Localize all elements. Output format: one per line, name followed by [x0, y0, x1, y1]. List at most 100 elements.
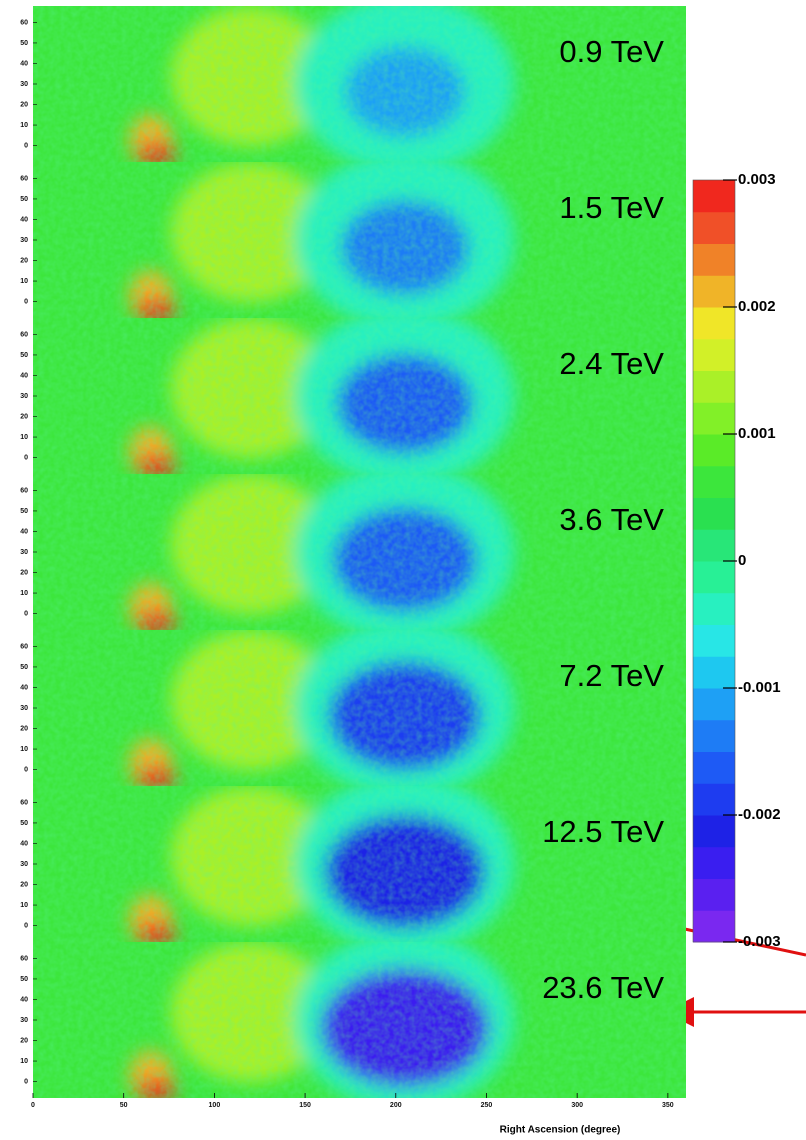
colorbar-tick-label: 0.002 — [738, 298, 776, 315]
y-tick-label: 10 — [20, 902, 28, 909]
sky-map: 23.6 TeV 0 10 20 30 40 50 60 — [20, 942, 686, 1098]
map-body — [33, 318, 686, 474]
grain — [33, 630, 686, 786]
colorbar-band — [693, 275, 735, 308]
y-tick-label: 30 — [20, 393, 28, 400]
colorbar-band — [693, 561, 735, 594]
y-tick-label: 0 — [24, 610, 28, 617]
colorbar-tick-label: -0.001 — [738, 679, 781, 696]
energy-label: 1.5 TeV — [559, 190, 664, 225]
y-tick-label: 50 — [20, 820, 28, 827]
energy-label: 0.9 TeV — [559, 34, 664, 69]
energy-label: 7.2 TeV — [559, 658, 664, 693]
energy-label: 2.4 TeV — [559, 346, 664, 381]
y-tick-label: 30 — [20, 705, 28, 712]
colorbar-band — [693, 878, 735, 911]
colorbar-band — [693, 815, 735, 848]
colorbar-band — [693, 338, 735, 371]
y-tick-label: 10 — [20, 746, 28, 753]
grain — [33, 318, 686, 474]
colorbar-tick-label: -0.003 — [738, 933, 781, 950]
colorbar-tick-label: 0.003 — [738, 171, 776, 188]
colorbar-band — [693, 656, 735, 689]
colorbar-band — [693, 370, 735, 403]
map-body — [33, 630, 686, 786]
y-tick-label: 40 — [20, 372, 28, 379]
map-body — [33, 162, 686, 318]
y-tick-label: 10 — [20, 278, 28, 285]
grain — [33, 162, 686, 318]
y-tick-label: 20 — [20, 881, 28, 888]
colorbar-tick-label: 0 — [738, 552, 746, 569]
x-tick-label: 0 — [31, 1102, 35, 1109]
x-tick-label: 100 — [209, 1102, 221, 1109]
colorbar-band — [693, 688, 735, 721]
x-tick-label: 250 — [481, 1102, 493, 1109]
x-tick-label: 50 — [120, 1102, 128, 1109]
y-tick-label: 60 — [20, 643, 28, 650]
colorbar-band — [693, 719, 735, 752]
y-tick-label: 60 — [20, 487, 28, 494]
colorbar-band — [693, 180, 735, 213]
y-tick-label: 40 — [20, 216, 28, 223]
y-tick-label: 30 — [20, 237, 28, 244]
y-tick-label: 40 — [20, 60, 28, 67]
y-tick-label: 10 — [20, 122, 28, 129]
colorbar-band — [693, 497, 735, 530]
y-tick-label: 20 — [20, 725, 28, 732]
x-tick-label: 150 — [299, 1102, 311, 1109]
colorbar-band — [693, 751, 735, 784]
grain — [33, 786, 686, 942]
y-tick-label: 20 — [20, 101, 28, 108]
sky-map: 3.6 TeV 0 10 20 30 40 50 60 — [20, 474, 686, 630]
sky-map: 2.4 TeV 0 10 20 30 40 50 60 — [20, 318, 686, 474]
y-tick-label: 60 — [20, 955, 28, 962]
grain — [33, 6, 686, 162]
colorbar-tick-label: -0.002 — [738, 806, 781, 823]
colorbar-band — [693, 783, 735, 816]
y-tick-label: 30 — [20, 549, 28, 556]
x-tick-label: 200 — [390, 1102, 402, 1109]
x-tick-label: 350 — [662, 1102, 674, 1109]
y-tick-label: 40 — [20, 528, 28, 535]
y-tick-label: 60 — [20, 331, 28, 338]
y-tick-label: 50 — [20, 196, 28, 203]
y-tick-label: 50 — [20, 976, 28, 983]
energy-label: 3.6 TeV — [559, 502, 664, 537]
y-tick-label: 20 — [20, 1037, 28, 1044]
map-body — [33, 786, 686, 942]
y-tick-label: 0 — [24, 766, 28, 773]
energy-label: 23.6 TeV — [542, 970, 664, 1005]
y-tick-label: 30 — [20, 861, 28, 868]
colorbar-band — [693, 434, 735, 467]
sky-map: 0.9 TeV 0 10 20 30 40 50 60 — [20, 6, 686, 162]
grain — [33, 942, 686, 1098]
y-tick-label: 60 — [20, 19, 28, 26]
y-tick-label: 10 — [20, 434, 28, 441]
colorbar-band — [693, 846, 735, 879]
y-tick-label: 30 — [20, 81, 28, 88]
x-tick-label: 300 — [571, 1102, 583, 1109]
y-tick-label: 60 — [20, 799, 28, 806]
y-tick-label: 50 — [20, 352, 28, 359]
y-tick-label: 60 — [20, 175, 28, 182]
y-tick-label: 20 — [20, 569, 28, 576]
colorbar-band — [693, 465, 735, 498]
y-tick-label: 40 — [20, 996, 28, 1003]
x-axis-label: Right Ascension (degree) — [500, 1125, 621, 1136]
y-tick-label: 40 — [20, 684, 28, 691]
colorbar-band — [693, 243, 735, 276]
y-tick-label: 30 — [20, 1017, 28, 1024]
y-tick-label: 0 — [24, 298, 28, 305]
sky-map: 1.5 TeV 0 10 20 30 40 50 60 — [20, 162, 686, 318]
colorbar-band — [693, 529, 735, 562]
y-tick-label: 0 — [24, 1078, 28, 1085]
map-body — [33, 942, 686, 1098]
colorbar-band — [693, 402, 735, 435]
colorbar-band — [693, 624, 735, 657]
y-tick-label: 20 — [20, 257, 28, 264]
y-tick-label: 0 — [24, 142, 28, 149]
colorbar-band — [693, 910, 735, 943]
y-tick-label: 0 — [24, 922, 28, 929]
